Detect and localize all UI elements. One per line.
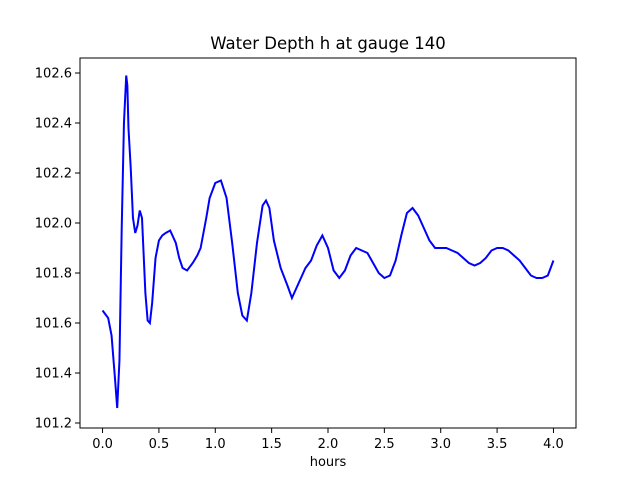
y-tick-label: 101.2: [35, 417, 72, 432]
x-tick-label: 1.5: [261, 437, 282, 452]
x-tick-label: 4.0: [543, 437, 564, 452]
x-tick-label: 1.0: [205, 437, 226, 452]
x-tick-label: 0.0: [92, 437, 113, 452]
y-tick-label: 102.0: [35, 217, 72, 232]
x-tick-label: 2.5: [374, 437, 395, 452]
y-tick-label: 101.4: [35, 367, 72, 382]
y-axis: 101.2 101.4 101.6 101.8 102.0 102.2 102.4 102.6: [35, 67, 80, 432]
x-axis: 0.0 0.5 1.0 1.5 2.0 2.5 3.0 3.5 4.0: [92, 428, 564, 452]
x-axis-label: hours: [310, 455, 347, 470]
x-tick-label: 0.5: [149, 437, 170, 452]
y-tick-label: 102.6: [35, 67, 72, 82]
chart-title: Water Depth h at gauge 140: [210, 34, 445, 53]
axes-frame: [79, 57, 577, 429]
series-line: [101, 75, 555, 409]
x-tick-label: 2.0: [318, 437, 339, 452]
y-tick-label: 102.4: [35, 117, 72, 132]
y-tick-label: 102.2: [35, 167, 72, 182]
x-tick-label: 3.5: [487, 437, 508, 452]
plot-area: [79, 57, 577, 429]
x-tick-label: 3.0: [430, 437, 451, 452]
y-tick-label: 101.6: [35, 317, 72, 332]
y-tick-label: 101.8: [35, 267, 72, 282]
